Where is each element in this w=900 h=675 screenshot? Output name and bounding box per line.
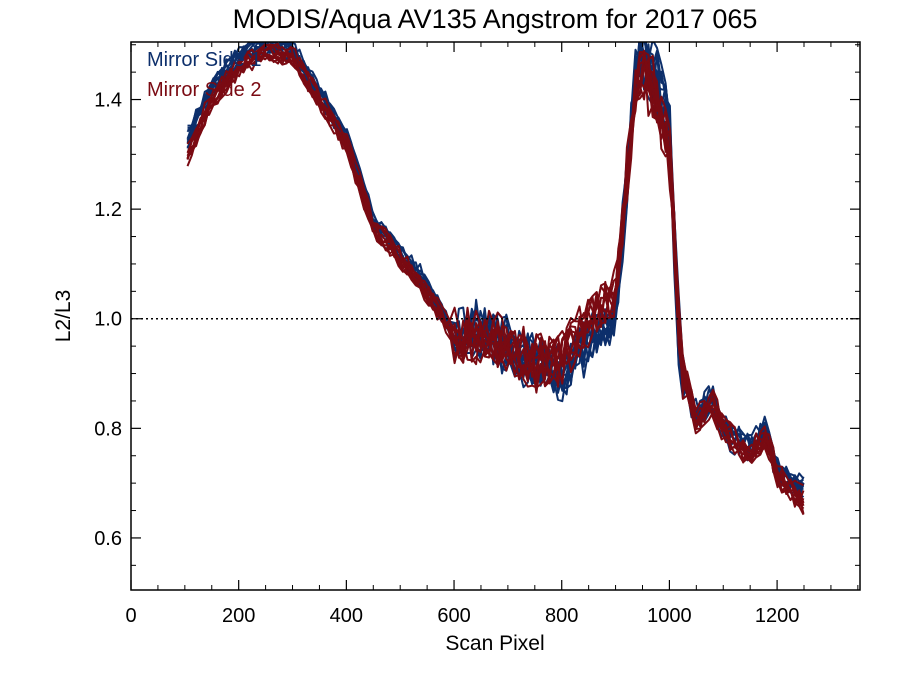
y-tick-label: 0.8 bbox=[94, 418, 122, 440]
y-axis-label: L2/L3 bbox=[52, 290, 75, 343]
y-tick-label: 0.6 bbox=[94, 528, 122, 550]
y-tick-label: 1.4 bbox=[94, 90, 122, 112]
series-line-1 bbox=[187, 42, 804, 491]
series-line-2 bbox=[186, 51, 805, 508]
series-layer bbox=[186, 42, 805, 516]
y-tick-label: 1.0 bbox=[94, 309, 122, 331]
series-line-2 bbox=[186, 45, 805, 506]
x-tick-label: 600 bbox=[437, 605, 470, 627]
series-line-1 bbox=[187, 42, 805, 488]
x-axis-label: Scan Pixel bbox=[445, 632, 544, 655]
series-line-2 bbox=[187, 53, 805, 516]
series-line-1 bbox=[186, 42, 805, 491]
series-line-2 bbox=[186, 43, 805, 504]
x-tick-label: 200 bbox=[222, 605, 255, 627]
series-line-2 bbox=[186, 50, 805, 515]
ticks-layer: 0 200 400 600 800 1000 1200 0.6 0.8 1.0 1.2 1.4 bbox=[94, 42, 860, 627]
x-tick-label: 0 bbox=[125, 605, 136, 627]
chart-title: MODIS/Aqua AV135 Angstrom for 2017 065 bbox=[233, 4, 758, 34]
x-tick-label: 1200 bbox=[755, 605, 800, 627]
series-line-2 bbox=[186, 51, 805, 510]
legend: Mirror Side 1 Mirror Side 2 bbox=[147, 49, 261, 101]
plot-frame bbox=[130, 41, 861, 591]
series-line-1 bbox=[186, 42, 805, 500]
x-tick-label: 1000 bbox=[647, 605, 692, 627]
series-line-2 bbox=[186, 43, 805, 504]
series-line-1 bbox=[186, 42, 804, 488]
series-line-2 bbox=[187, 49, 805, 507]
series-line-2 bbox=[187, 44, 804, 502]
series-line-1 bbox=[186, 42, 804, 490]
legend-entry-mirror-side-2: Mirror Side 2 bbox=[147, 79, 261, 101]
series-line-2 bbox=[186, 43, 804, 487]
x-tick-label: 800 bbox=[545, 605, 578, 627]
series-line-1 bbox=[187, 42, 805, 490]
y-tick-label: 1.2 bbox=[94, 199, 122, 221]
legend-entry-mirror-side-1: Mirror Side 1 bbox=[147, 49, 261, 71]
series-line-1 bbox=[186, 44, 805, 494]
series-line-1 bbox=[186, 42, 805, 498]
x-tick-label: 400 bbox=[330, 605, 363, 627]
